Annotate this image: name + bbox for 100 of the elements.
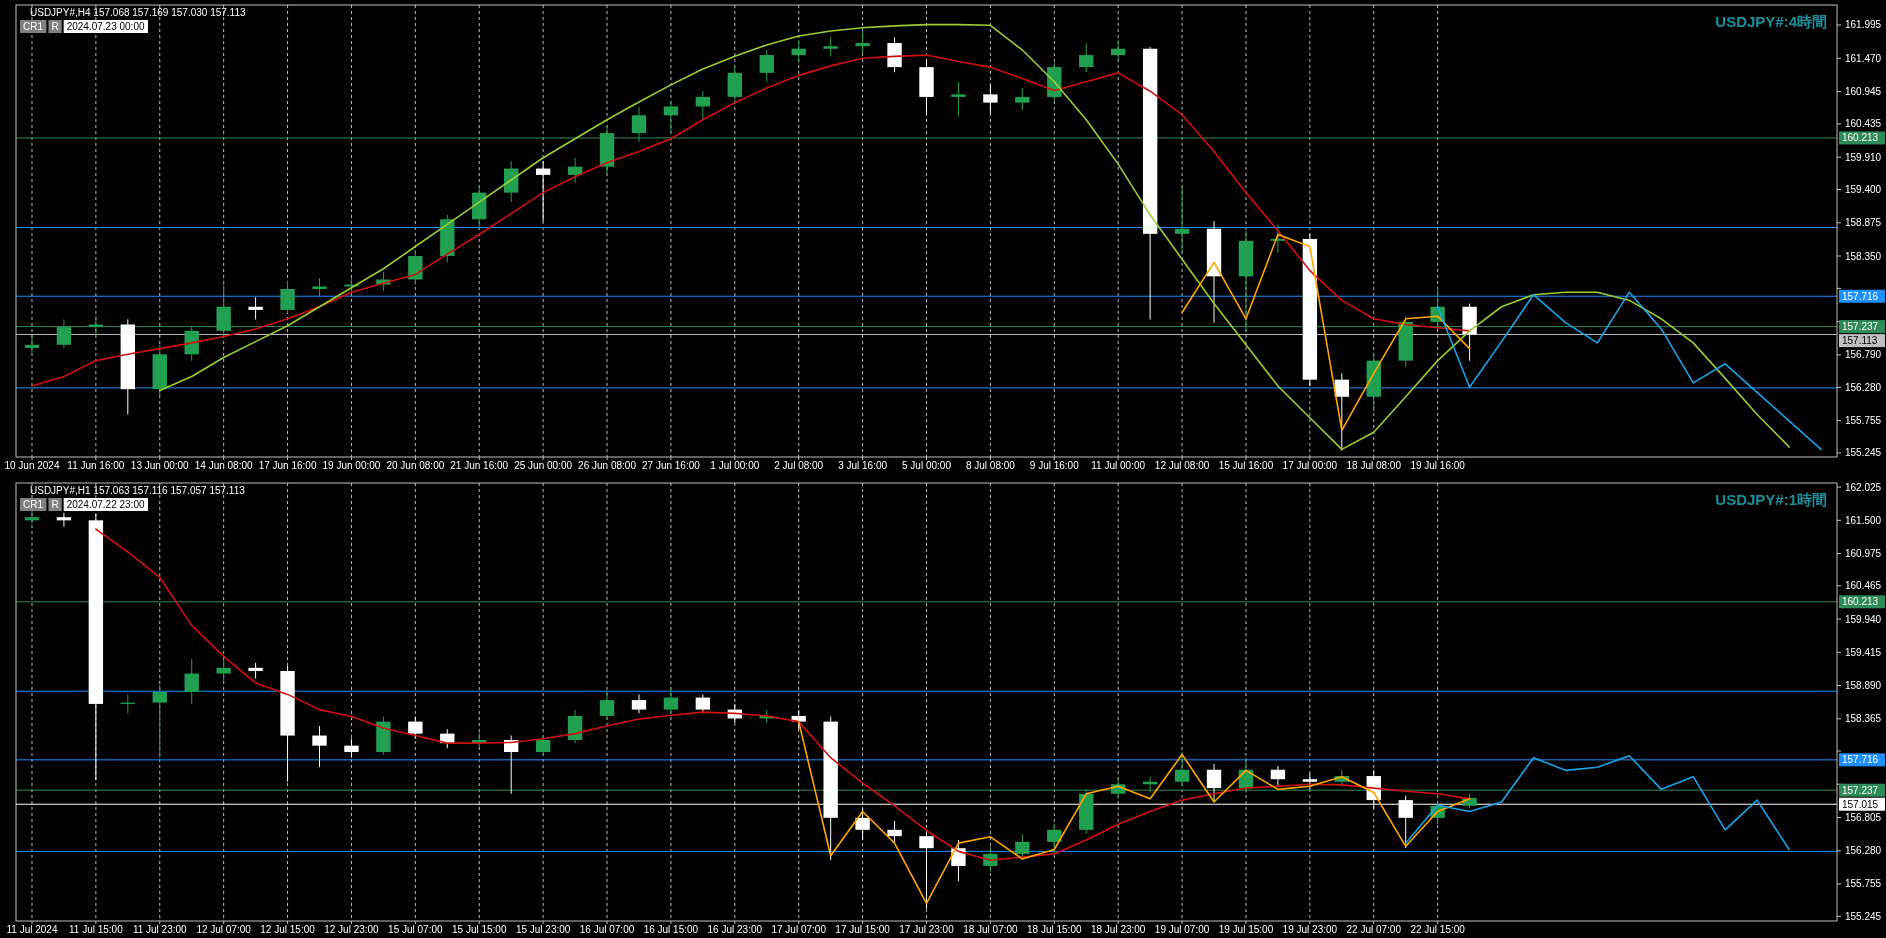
candlestick xyxy=(535,160,551,222)
y-tick-label: 159.400 xyxy=(1845,183,1882,195)
x-tick-label: 9 Jul 16:00 xyxy=(1029,460,1080,471)
y-tick-label: 160.975 xyxy=(1845,548,1882,560)
annotation: CR1 xyxy=(23,21,44,32)
x-tick-label: 19 Jul 15:00 xyxy=(1218,924,1274,935)
candlestick xyxy=(855,30,870,54)
x-tick-label: 19 Jul 16:00 xyxy=(1410,460,1466,471)
ref-line-label: 160.213 xyxy=(1842,132,1879,144)
y-tick-label: 155.755 xyxy=(1845,415,1882,427)
x-tick-label: 10 Jun 2024 xyxy=(4,460,60,471)
annotation: CR1 xyxy=(23,499,44,510)
x-tick-label: 21 Jun 16:00 xyxy=(450,460,509,471)
y-tick-label: 159.910 xyxy=(1845,151,1882,163)
x-tick-label: 19 Jul 23:00 xyxy=(1282,924,1338,935)
y-tick-label: 158.365 xyxy=(1845,713,1882,725)
chart-subtitle: USDJPY#,H1 157.063 157.116 157.057 157.113 xyxy=(30,485,246,496)
candlestick xyxy=(184,658,199,705)
x-tick-label: 3 Jul 16:00 xyxy=(838,460,888,471)
y-tick-label: 155.245 xyxy=(1845,447,1882,459)
y-tick-label: 159.415 xyxy=(1845,646,1882,658)
y-tick-label: 161.995 xyxy=(1845,19,1882,31)
candlestick xyxy=(312,277,327,298)
candlestick xyxy=(663,687,679,714)
x-tick-label: 16 Jul 07:00 xyxy=(579,924,635,935)
y-tick-label: 156.280 xyxy=(1845,845,1882,857)
candlestick xyxy=(791,40,806,64)
y-tick-label: 158.890 xyxy=(1845,680,1882,692)
candlestick xyxy=(408,249,423,286)
candlestick xyxy=(344,738,359,759)
y-tick-label: 160.435 xyxy=(1845,118,1882,130)
chart-subtitle: USDJPY#,H4 157.068 157.169 157.030 157.113 xyxy=(30,7,246,18)
candlestick xyxy=(855,807,870,841)
candlestick xyxy=(1206,763,1222,803)
candlestick xyxy=(1334,372,1350,452)
annotation: 2024.07.23 00:00 xyxy=(66,21,145,32)
candlestick xyxy=(312,725,327,768)
y-tick-label: 155.245 xyxy=(1845,910,1882,922)
y-tick-label: 156.280 xyxy=(1845,381,1882,393)
y-tick-label: 162.025 xyxy=(1845,481,1882,493)
x-tick-label: 27 Jun 16:00 xyxy=(642,460,701,471)
ref-line-label: 157.113 xyxy=(1842,335,1878,347)
x-tick-label: 13 Jun 00:00 xyxy=(130,460,190,471)
ref-line-label: 157.237 xyxy=(1842,784,1879,796)
candlestick xyxy=(951,81,966,118)
candlestick xyxy=(535,735,551,756)
x-tick-label: 17 Jun 16:00 xyxy=(258,460,317,471)
x-tick-label: 18 Jul 08:00 xyxy=(1346,460,1402,471)
candlestick xyxy=(1270,765,1286,787)
x-tick-label: 11 Jul 2024 xyxy=(6,924,58,935)
y-tick-label: 158.875 xyxy=(1845,217,1882,229)
x-tick-label: 12 Jul 08:00 xyxy=(1154,460,1210,471)
candlestick xyxy=(631,693,647,714)
ref-line-label: 157.716 xyxy=(1842,754,1879,766)
candlestick xyxy=(1302,773,1318,790)
candlestick xyxy=(631,106,647,143)
x-tick-label: 11 Jun 16:00 xyxy=(67,460,125,471)
x-tick-label: 15 Jul 16:00 xyxy=(1218,460,1274,471)
y-tick-label: 159.940 xyxy=(1845,613,1882,625)
candlestick xyxy=(599,690,615,721)
x-tick-label: 1 Jul 00:00 xyxy=(710,460,760,471)
candlestick xyxy=(1111,40,1126,61)
x-tick-label: 18 Jul 23:00 xyxy=(1090,924,1146,935)
x-tick-label: 17 Jul 07:00 xyxy=(771,924,827,935)
x-tick-label: 19 Jun 00:00 xyxy=(322,460,381,471)
candlestick xyxy=(248,296,263,320)
x-tick-label: 25 Jun 00:00 xyxy=(514,460,573,471)
x-tick-label: 12 Jul 07:00 xyxy=(196,924,252,935)
y-tick-label: 156.790 xyxy=(1845,349,1882,361)
y-tick-label: 161.470 xyxy=(1845,52,1882,64)
y-tick-label: 156.805 xyxy=(1845,812,1882,824)
annotation: 2024.07.22 23:00 xyxy=(66,499,145,510)
candlestick xyxy=(695,90,711,121)
y-tick-label: 161.500 xyxy=(1845,514,1882,526)
candlestick xyxy=(759,49,774,83)
candlestick xyxy=(1079,43,1094,73)
candlestick xyxy=(1174,751,1190,787)
x-tick-label: 20 Jun 08:00 xyxy=(386,460,445,471)
x-tick-label: 17 Jul 00:00 xyxy=(1282,460,1338,471)
x-tick-label: 17 Jul 23:00 xyxy=(899,924,955,935)
x-tick-label: 11 Jul 23:00 xyxy=(132,924,188,935)
x-tick-label: 11 Jul 15:00 xyxy=(68,924,124,935)
candlestick xyxy=(983,84,998,114)
x-tick-label: 5 Jul 00:00 xyxy=(902,460,952,471)
annotation: R xyxy=(51,499,59,510)
candlestick xyxy=(408,716,423,740)
candlestick xyxy=(887,820,902,844)
x-tick-label: 2 Jul 08:00 xyxy=(774,460,824,471)
ref-line-label: 157.237 xyxy=(1842,321,1879,333)
x-tick-label: 15 Jul 23:00 xyxy=(515,924,571,935)
x-tick-label: 22 Jul 15:00 xyxy=(1410,924,1466,935)
x-tick-label: 15 Jul 15:00 xyxy=(451,924,507,935)
x-tick-label: 14 Jun 08:00 xyxy=(194,460,254,471)
y-tick-label: 155.755 xyxy=(1845,878,1882,890)
candlestick xyxy=(1047,823,1062,857)
ref-line-label: 157.716 xyxy=(1842,290,1879,302)
text: USDJPY#:4時間 xyxy=(1715,13,1827,30)
ref-line-label: 157.015 xyxy=(1842,798,1879,810)
candlestick xyxy=(152,684,167,759)
x-tick-label: 16 Jul 23:00 xyxy=(707,924,763,935)
